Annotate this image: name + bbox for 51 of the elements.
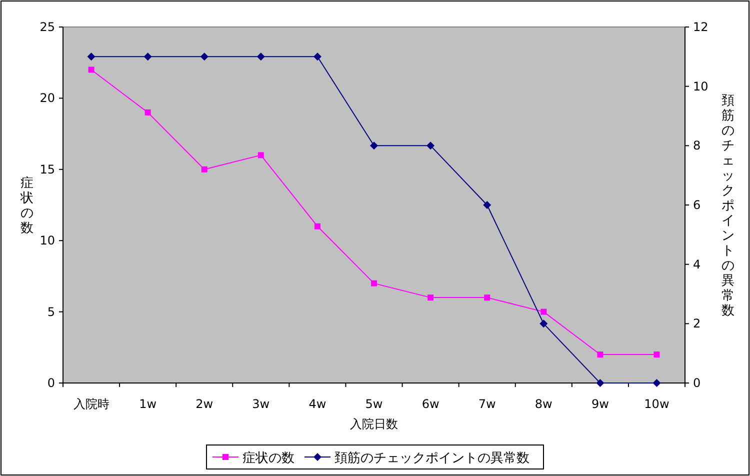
y-tick-label: 15 xyxy=(40,162,55,176)
point xyxy=(483,201,492,209)
y-tick-label: 20 xyxy=(40,91,55,106)
y-tick-label: 10 xyxy=(40,234,55,248)
x-tick-label: 3w xyxy=(252,397,270,411)
point xyxy=(258,152,264,158)
point xyxy=(428,294,434,301)
y2-tick-label: 0 xyxy=(693,376,701,390)
x-tick-label: 5w xyxy=(365,397,383,411)
x-tick-label: 6w xyxy=(422,397,440,411)
legend-label: 症状の数 xyxy=(242,451,294,466)
x-axis-title: 入院日数 xyxy=(350,417,398,431)
point xyxy=(426,142,435,150)
point xyxy=(596,379,604,387)
legend-label: 頚筋のチェックポイントの異常数 xyxy=(334,451,530,466)
y2-tick-label: 10 xyxy=(693,79,708,94)
x-tick-label: 10w xyxy=(644,397,670,411)
text: 頚筋のチェックポイントの異常数 xyxy=(722,94,734,318)
point xyxy=(540,308,547,315)
point xyxy=(652,379,661,387)
point xyxy=(371,280,377,286)
x-tick-label: 4w xyxy=(308,397,326,411)
point xyxy=(370,142,378,150)
x-tick-label: 9w xyxy=(591,397,610,411)
x-tick-label: 1w xyxy=(139,397,157,411)
point xyxy=(484,294,490,301)
point xyxy=(201,166,208,172)
y-tick-label: 5 xyxy=(47,304,55,319)
point xyxy=(200,52,208,61)
point xyxy=(87,52,96,61)
point xyxy=(256,52,265,61)
y2-tick-label: 12 xyxy=(693,20,708,34)
y-axis-title: 症状の数 xyxy=(20,176,34,236)
x-tick-label: 入院時 xyxy=(73,397,110,411)
x-tick-label: 2w xyxy=(196,397,214,411)
y2-tick-label: 8 xyxy=(693,138,701,153)
point xyxy=(88,66,94,73)
y-tick-label: 25 xyxy=(40,20,55,34)
point xyxy=(314,223,320,230)
y2-tick-label: 2 xyxy=(693,316,701,331)
point xyxy=(654,352,660,358)
point xyxy=(144,52,152,61)
point xyxy=(597,352,604,358)
y-tick-label: 0 xyxy=(47,376,55,390)
y2-tick-label: 6 xyxy=(693,198,701,212)
point xyxy=(144,109,151,116)
point xyxy=(540,320,548,328)
x-tick-label: 8w xyxy=(534,397,553,411)
x-tick-label: 7w xyxy=(478,397,496,411)
y2-tick-label: 4 xyxy=(693,257,701,272)
point xyxy=(313,52,322,61)
